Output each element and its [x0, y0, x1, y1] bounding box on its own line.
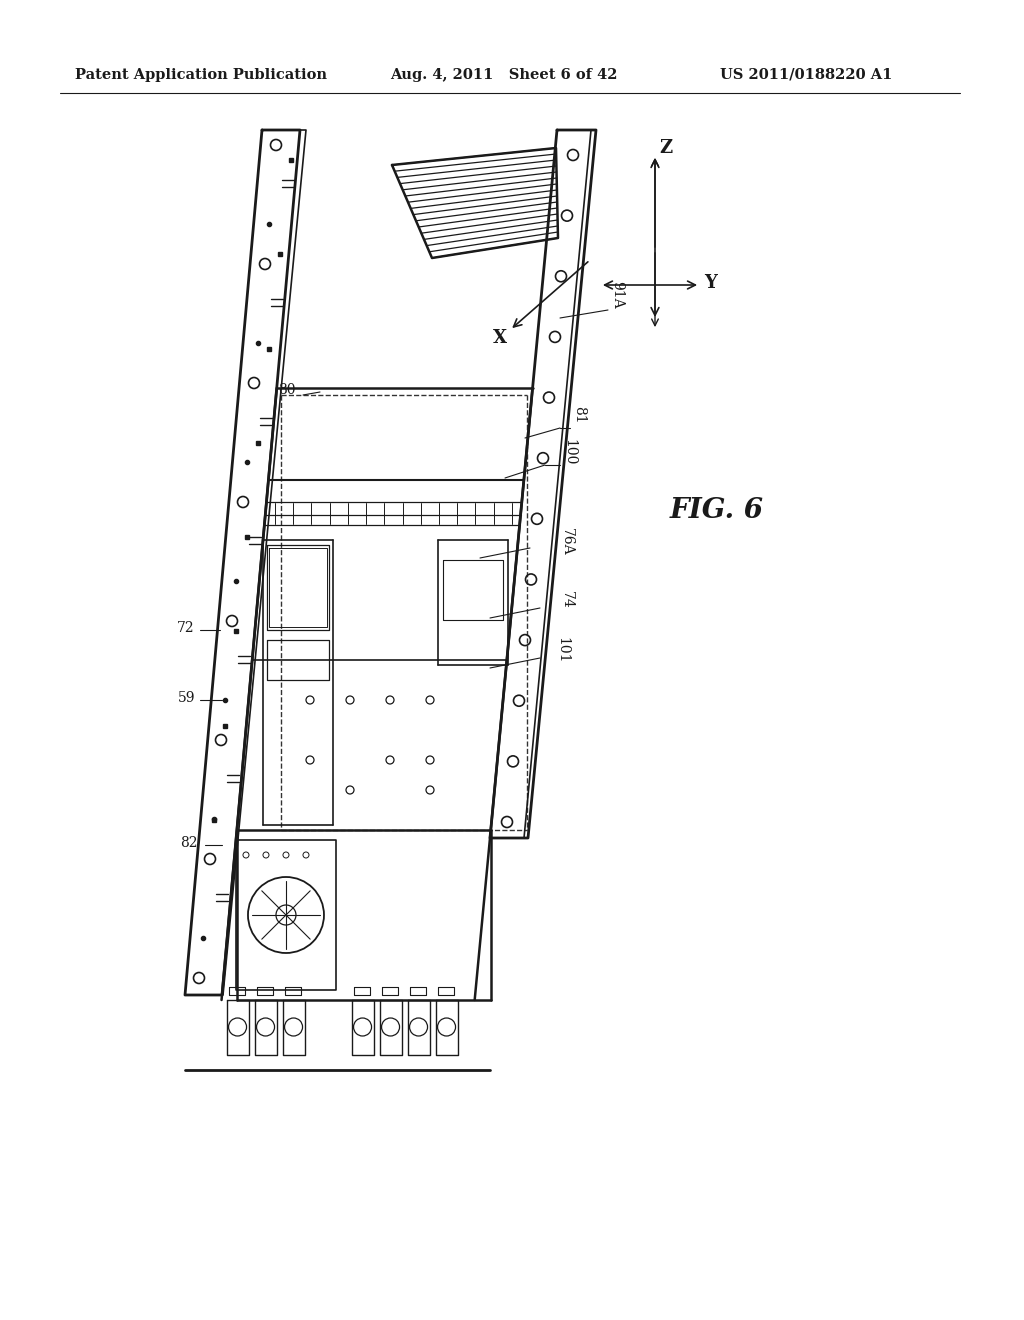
Text: 76A: 76A: [560, 528, 574, 556]
Text: US 2011/0188220 A1: US 2011/0188220 A1: [720, 69, 892, 82]
Text: Y: Y: [705, 275, 717, 292]
Text: 59: 59: [177, 690, 195, 705]
Text: 72: 72: [177, 620, 195, 635]
Text: X: X: [493, 329, 507, 347]
Text: 82: 82: [180, 836, 198, 850]
Text: 80: 80: [279, 383, 296, 397]
Text: 91A: 91A: [610, 281, 624, 309]
Text: Z: Z: [659, 139, 672, 157]
Text: Aug. 4, 2011   Sheet 6 of 42: Aug. 4, 2011 Sheet 6 of 42: [390, 69, 617, 82]
Text: 101: 101: [555, 636, 569, 663]
Text: 81: 81: [572, 407, 586, 424]
Text: 74: 74: [560, 591, 574, 609]
Text: FIG. 6: FIG. 6: [670, 496, 764, 524]
Text: 100: 100: [562, 438, 575, 465]
Text: Patent Application Publication: Patent Application Publication: [75, 69, 327, 82]
